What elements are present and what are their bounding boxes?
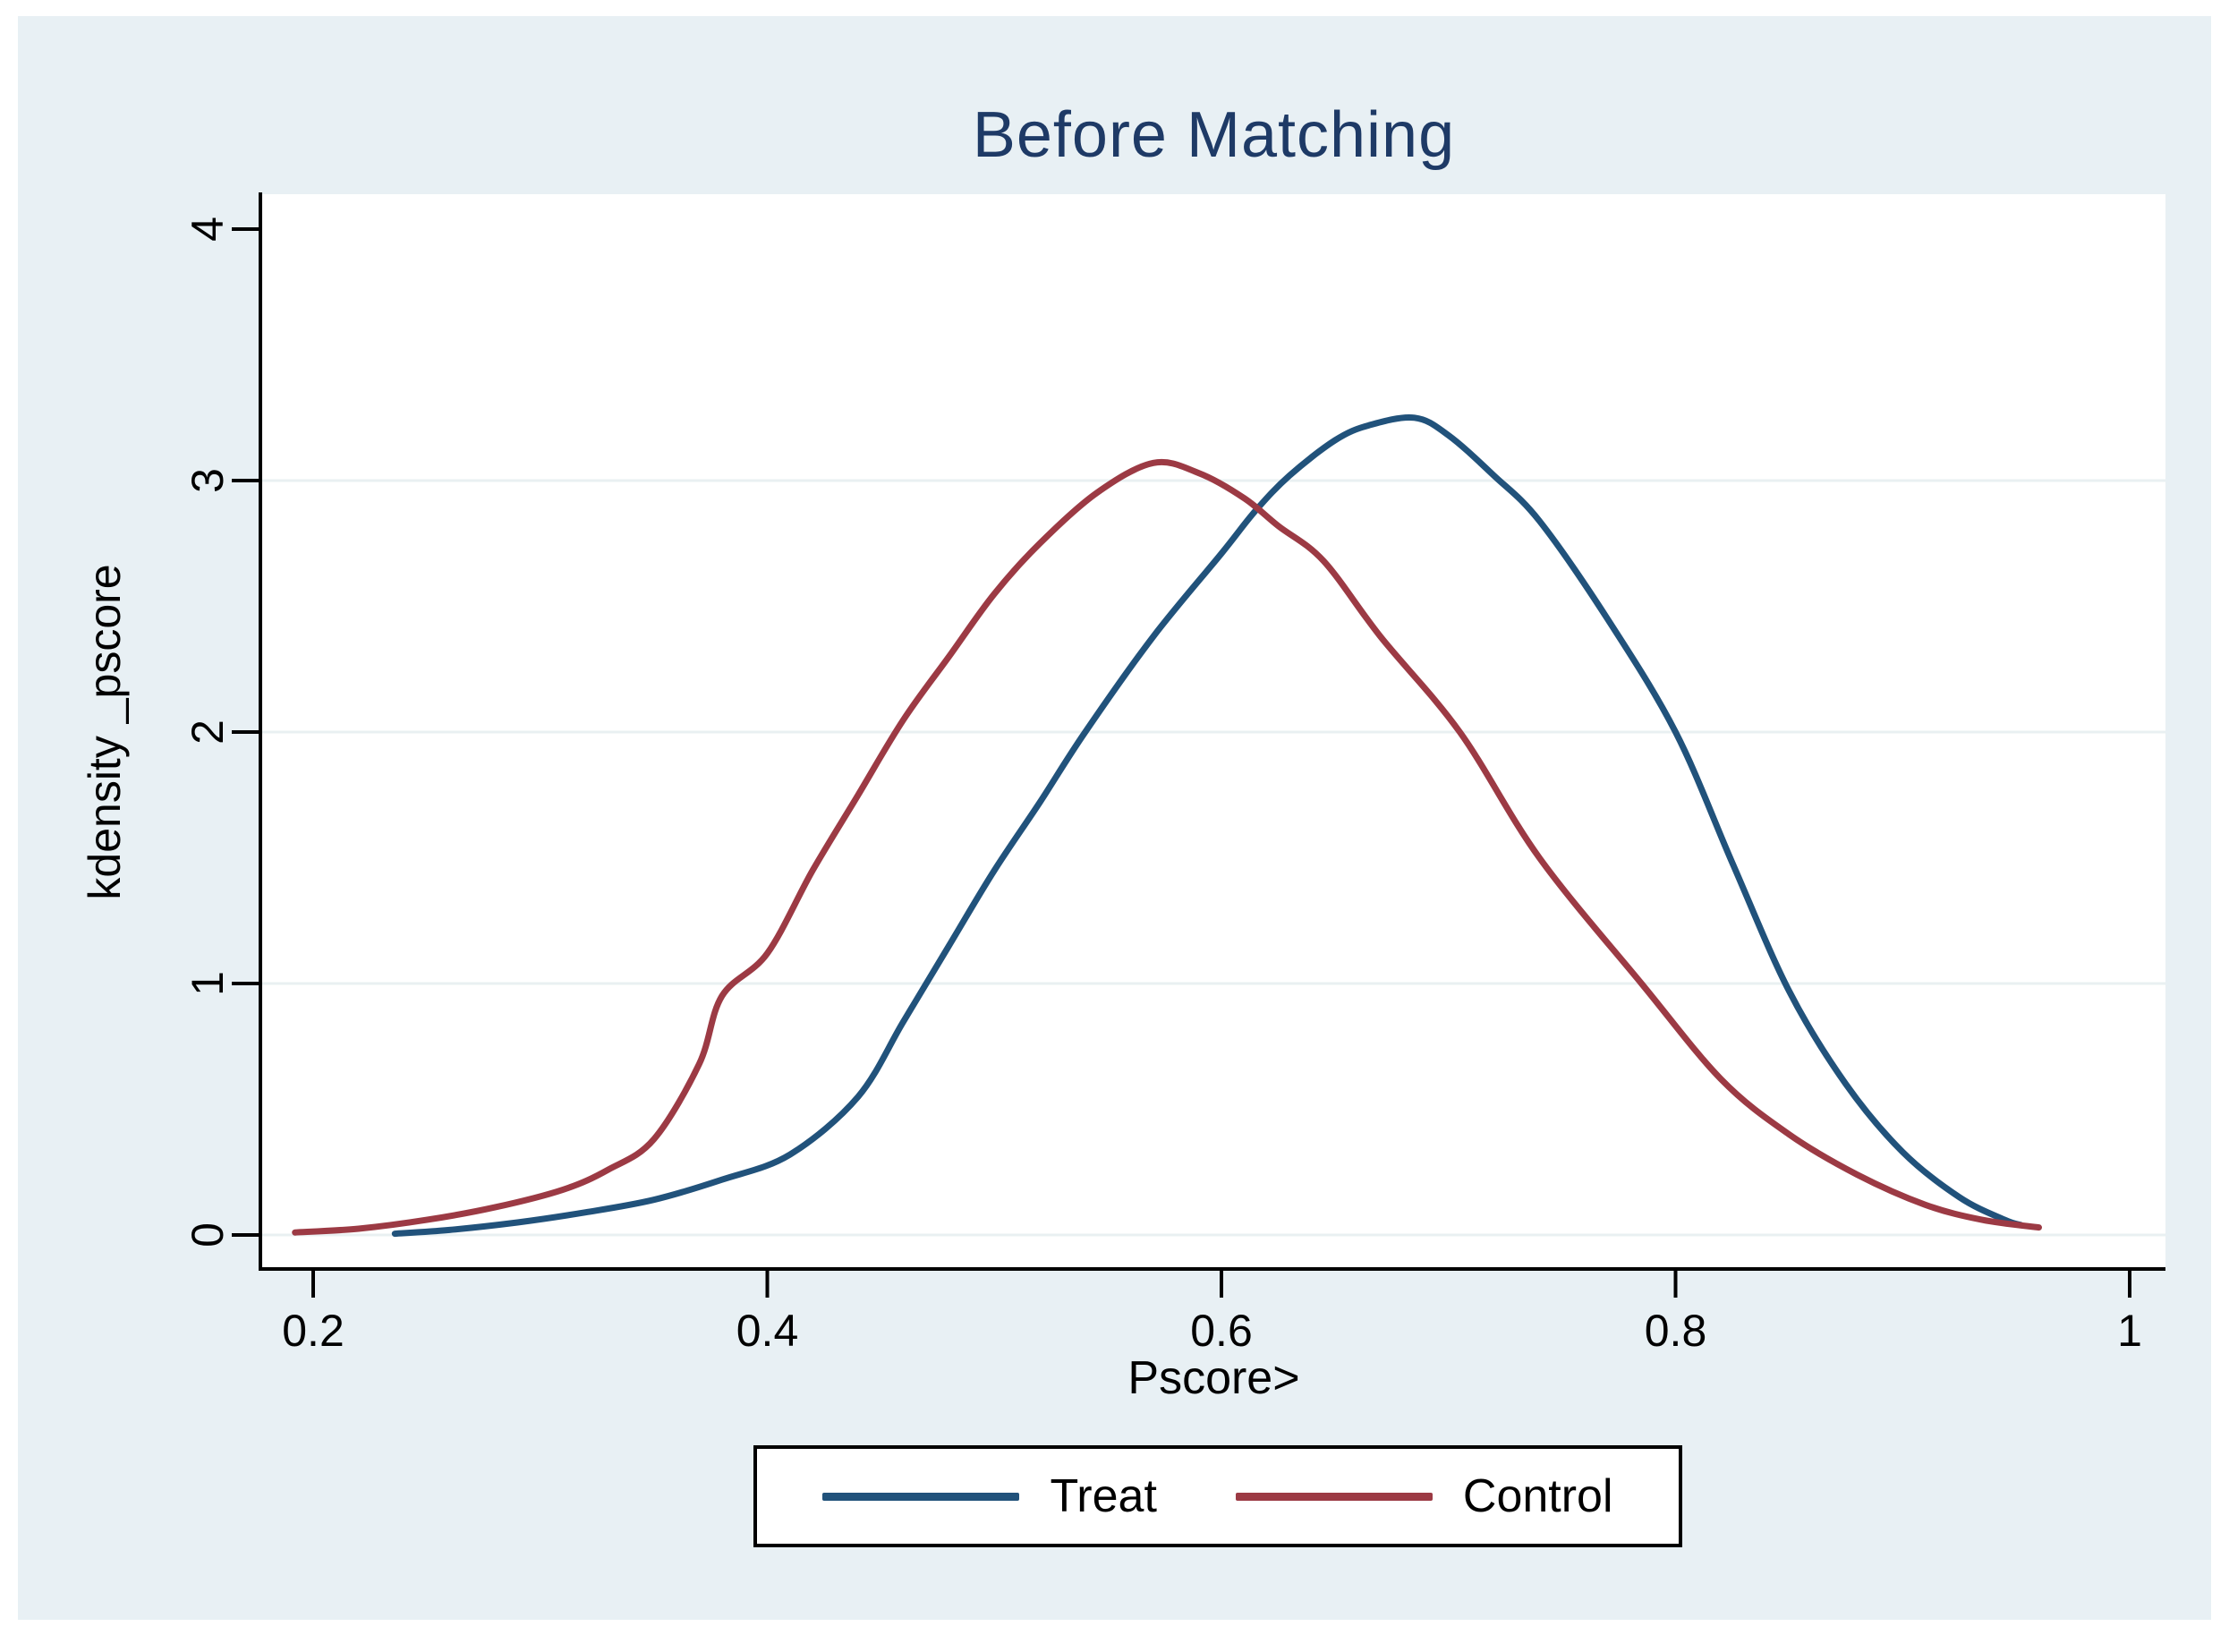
series-line-treat bbox=[391, 413, 2024, 1238]
y-tick-label-2: 2 bbox=[183, 720, 233, 745]
treat-line-swatch bbox=[822, 1492, 1020, 1501]
y-tick-label-4: 4 bbox=[183, 217, 233, 242]
kdensity-chart bbox=[232, 192, 2165, 1298]
legend-label-control: Control bbox=[1462, 1470, 1613, 1522]
x-tick-label-1: 1 bbox=[2117, 1306, 2142, 1356]
x-tick-label-0.4: 0.4 bbox=[736, 1306, 799, 1356]
x-tick-label-0.6: 0.6 bbox=[1190, 1306, 1253, 1356]
series-line-control bbox=[292, 458, 2042, 1236]
y-tick-label-1: 1 bbox=[183, 971, 233, 996]
figure-panel: Before Matching kdensity _pscore 0 1 2 3 4 0… bbox=[18, 16, 2211, 1620]
x-axis-title: Pscore> bbox=[1127, 1352, 1300, 1404]
chart-title: Before Matching bbox=[972, 99, 1456, 171]
legend-label-treat: Treat bbox=[1050, 1470, 1157, 1522]
y-tick-label-3: 3 bbox=[183, 468, 233, 493]
legend-item-treat: Treat bbox=[822, 1469, 1157, 1523]
legend-item-control: Control bbox=[1235, 1469, 1613, 1523]
legend: Treat Control bbox=[753, 1445, 1682, 1547]
control-line-swatch bbox=[1235, 1492, 1433, 1501]
x-tick-label-0.8: 0.8 bbox=[1644, 1306, 1707, 1356]
y-axis-title: kdensity _pscore bbox=[80, 564, 130, 900]
x-tick-label-0.2: 0.2 bbox=[282, 1306, 345, 1356]
y-tick-label-0: 0 bbox=[183, 1222, 233, 1248]
